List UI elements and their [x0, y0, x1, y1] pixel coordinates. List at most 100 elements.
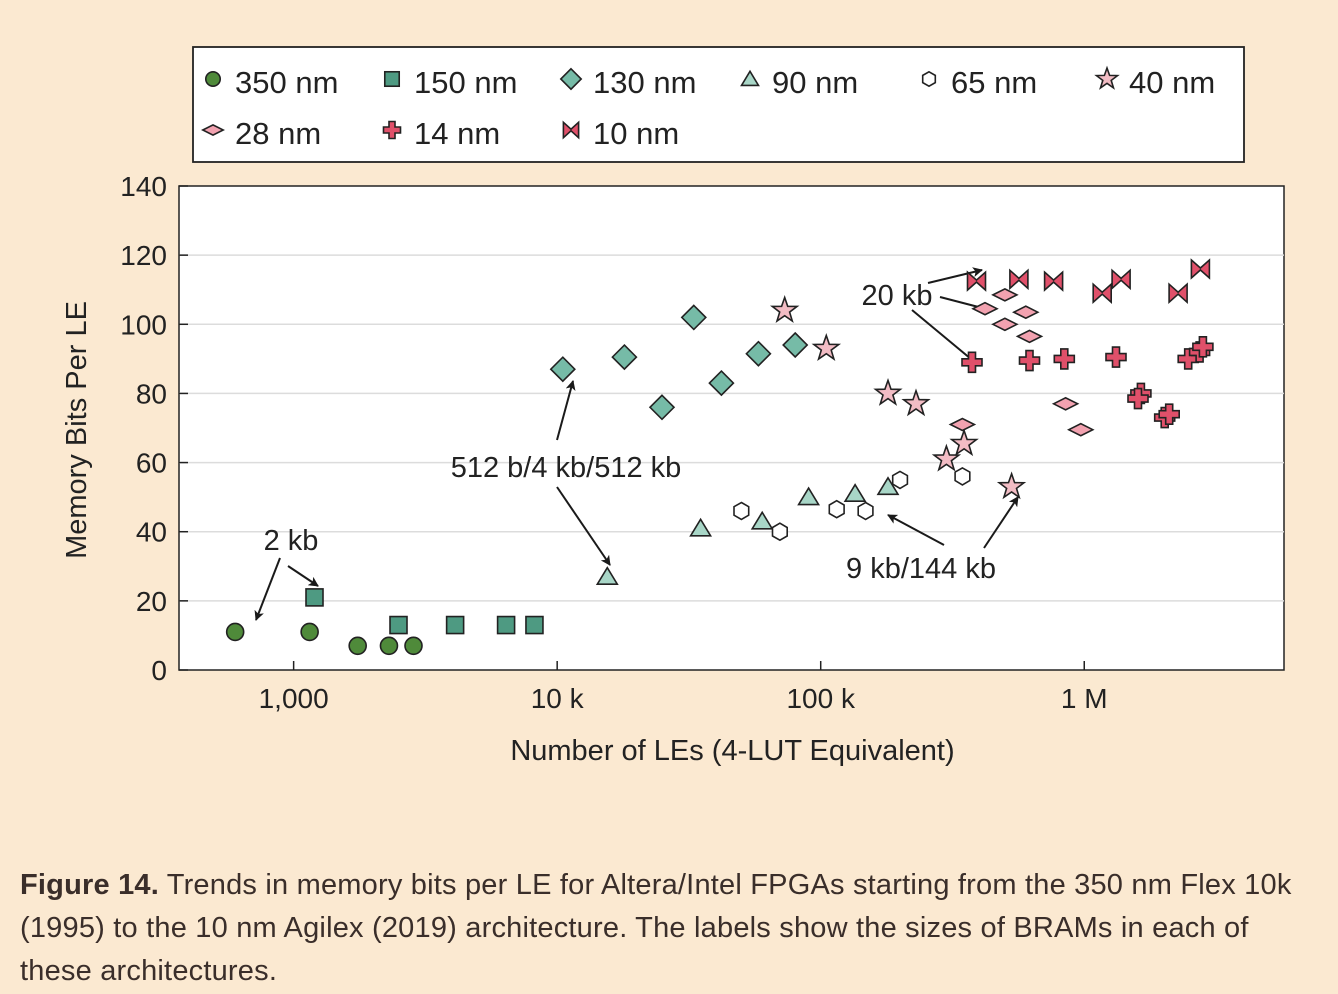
legend-label-14nm: 14 nm [414, 116, 500, 151]
data-point-130nm [648, 394, 676, 421]
data-point-130nm [745, 340, 772, 367]
data-point-40nm [996, 471, 1027, 500]
annotation-label: 9 kb/144 kb [846, 553, 996, 585]
y-tick-label: 140 [120, 171, 167, 202]
data-point-40nm [901, 388, 931, 417]
data-point-65nm [828, 499, 845, 519]
data-point-10nm [1092, 282, 1112, 304]
data-point-65nm [857, 501, 874, 521]
data-point-10nm [1043, 270, 1064, 292]
data-point-90nm [595, 566, 619, 586]
data-point-350nm [404, 636, 423, 656]
figure-caption: Figure 14. Trends in memory bits per LE … [20, 864, 1325, 993]
data-point-28nm [1015, 329, 1044, 344]
data-point-14nm [1158, 403, 1180, 426]
legend-label-10nm: 10 nm [593, 116, 679, 151]
data-point-14nm [961, 351, 983, 374]
data-point-28nm [948, 417, 977, 432]
data-point-90nm [797, 486, 821, 506]
legend-marker-130nm [559, 67, 583, 91]
data-point-10nm [1009, 268, 1029, 291]
x-tick-label: 10 k [531, 683, 585, 714]
legend-marker-28nm [201, 124, 225, 136]
data-point-28nm [971, 301, 999, 316]
legend-label-28nm: 28 nm [235, 116, 321, 151]
data-point-10nm [1190, 258, 1211, 280]
data-point-28nm [991, 288, 1019, 302]
chart: 0 20 40 60 80 100 120 140 1,000 10 k 100 k 1 M Numbe… [61, 46, 1285, 767]
data-point-10nm [1111, 268, 1131, 291]
annotation-arrow [911, 309, 978, 365]
legend-marker-14nm [382, 120, 402, 140]
legend-label-130nm: 130 nm [593, 65, 696, 100]
legend-marker-10nm [562, 120, 580, 140]
data-point-130nm [549, 356, 576, 383]
data-point-14nm [1127, 387, 1149, 410]
annotation-label: 2 kb [264, 525, 319, 557]
data-point-90nm [750, 510, 774, 530]
data-point-14nm [1105, 346, 1127, 368]
data-point-350nm [379, 636, 399, 656]
y-tick-label: 20 [136, 586, 167, 617]
annotation-arrow [556, 486, 611, 566]
data-point-90nm [843, 483, 867, 503]
annotation-arrow [887, 514, 945, 546]
data-point-150nm [496, 615, 516, 635]
data-point-14nm [1192, 335, 1214, 358]
legend-label-40nm: 40 nm [1129, 65, 1215, 100]
legend-label-150nm: 150 nm [414, 65, 517, 100]
data-point-150nm [445, 615, 465, 635]
data-point-10nm [1168, 282, 1188, 304]
annotation-arrow [983, 496, 1019, 549]
annotation-label: 512 b/4 kb/512 kb [451, 452, 682, 484]
data-point-65nm [891, 470, 909, 490]
x-tick-label: 1,000 [259, 683, 329, 714]
data-point-14nm [1018, 349, 1041, 372]
data-point-40nm [873, 377, 903, 406]
data-point-28nm [1012, 305, 1040, 320]
caption-label: Figure 14. [20, 869, 159, 901]
data-point-150nm [389, 615, 408, 635]
data-point-65nm [733, 501, 750, 521]
data-point-40nm [769, 295, 800, 323]
data-point-350nm [348, 636, 367, 656]
data-point-130nm [611, 343, 638, 371]
y-tick-label: 120 [120, 240, 167, 271]
y-tick-label: 100 [120, 309, 167, 340]
data-point-350nm [225, 622, 245, 642]
data-point-40nm [949, 428, 979, 457]
y-axis-label: Memory Bits Per LE [61, 301, 93, 559]
plot-area [178, 185, 1285, 671]
legend-marker-90nm [740, 69, 760, 87]
data-point-130nm [708, 369, 735, 397]
legend-label-350nm: 350 nm [235, 65, 338, 100]
data-point-65nm [771, 522, 789, 542]
data-point-40nm [811, 333, 842, 361]
legend-label-90nm: 90 nm [772, 65, 858, 100]
data-point-130nm [782, 331, 809, 359]
legend-box [192, 46, 1245, 163]
annotation-arrow [254, 557, 281, 621]
caption-text: Trends in memory bits per LE for Altera/… [20, 869, 1292, 987]
data-point-90nm [876, 476, 900, 496]
data-point-130nm [680, 304, 707, 331]
data-point-28nm [991, 317, 1019, 332]
data-point-150nm [305, 588, 324, 607]
y-tick-label: 80 [136, 378, 167, 409]
data-point-14nm [1053, 348, 1076, 370]
x-axis-label: Number of LEs (4-LUT Equivalent) [510, 735, 954, 767]
data-point-65nm [954, 466, 971, 486]
legend-marker-350nm [204, 70, 222, 88]
data-point-28nm [1051, 396, 1080, 411]
annotation-label: 20 kb [862, 280, 933, 312]
data-point-350nm [300, 622, 319, 642]
annotation-arrow [287, 565, 319, 587]
legend-marker-40nm [1094, 65, 1120, 90]
annotation-arrow [927, 267, 983, 284]
legend-marker-150nm [383, 70, 401, 88]
annotation-arrow [556, 380, 576, 441]
data-point-10nm [966, 270, 987, 292]
y-tick-label: 0 [151, 655, 167, 686]
x-tick-label: 1 M [1061, 683, 1108, 714]
legend-marker-65nm [921, 70, 937, 88]
